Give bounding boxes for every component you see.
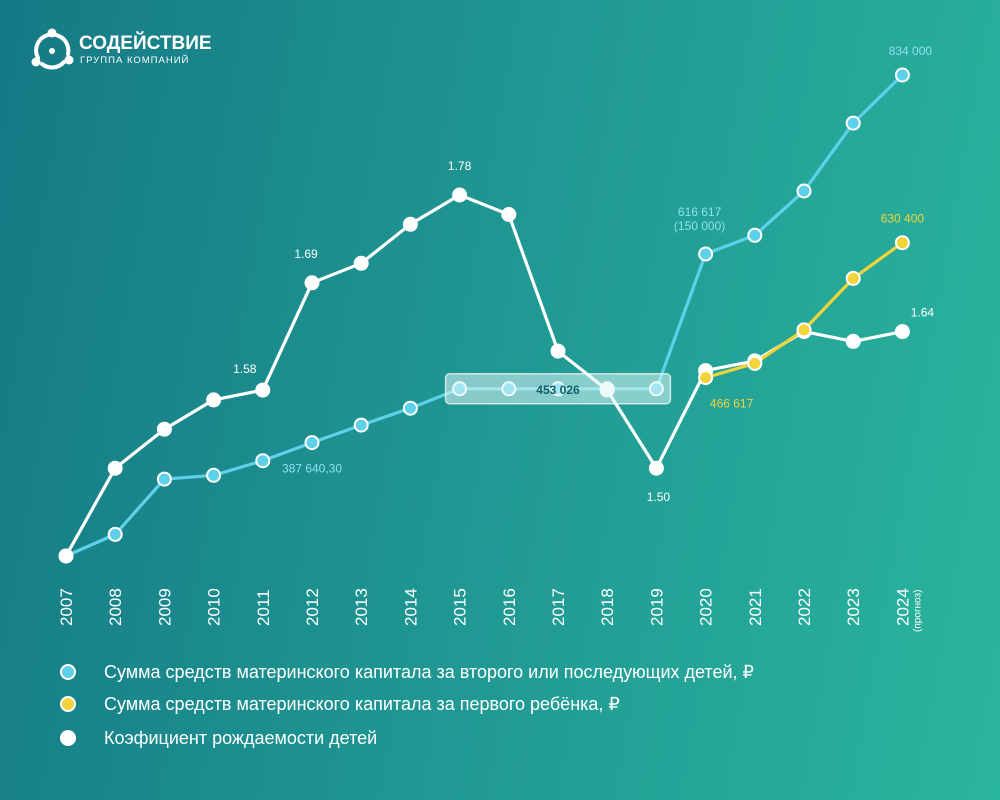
point-second-child-2022 <box>796 183 812 199</box>
point-birth-rate-2011 <box>255 382 271 398</box>
data-label-second-child-2012: 387 640,30 <box>282 462 342 476</box>
x-axis: 2007 2008 2009 2010 2011 2012 2013 2014 2015 2016… <box>57 588 923 632</box>
point-second-child-2011 <box>255 453 271 469</box>
series-points <box>58 67 910 564</box>
x-tick-2021: 2021 <box>746 588 765 626</box>
data-label-second-child-2024: 834 000 <box>889 44 933 58</box>
x-tick-2018: 2018 <box>598 588 617 626</box>
point-second-child-2008 <box>107 526 123 542</box>
legend-label-second-child: Сумма средств материнского капитала за в… <box>104 662 754 682</box>
series-lines <box>64 73 904 558</box>
data-label-birth-rate-2024: 1.64 <box>911 306 935 320</box>
point-birth-rate-2019 <box>648 460 664 476</box>
point-birth-rate-2015 <box>452 187 468 203</box>
brand-logo: СОДЕЙСТВИЕ ГРУППА КОМПАНИЙ <box>31 28 212 70</box>
point-birth-rate-2017 <box>550 343 566 359</box>
legend-label-first-child: Сумма средств материнского капитала за п… <box>104 694 620 714</box>
point-birth-rate-2010 <box>206 392 222 408</box>
x-tick-note-2024: (прогноз) <box>912 590 923 632</box>
point-birth-rate-2024 <box>894 324 910 340</box>
x-tick-2019: 2019 <box>647 588 666 626</box>
data-label-birth-rate-2015: 1.78 <box>448 159 472 173</box>
point-second-child-2009 <box>156 471 172 487</box>
data-label-second-child-2020: 616 617 <box>678 205 722 219</box>
brand-tagline: ГРУППА КОМПАНИЙ <box>80 54 189 66</box>
data-label-birth-rate-2012: 1.69 <box>294 247 318 261</box>
point-birth-rate-2012 <box>304 275 320 291</box>
legend-item-second-child: Сумма средств материнского капитала за в… <box>60 662 754 682</box>
x-tick-2011: 2011 <box>254 589 273 626</box>
data-label-first-child-2020: 466 617 <box>710 397 754 411</box>
point-birth-rate-2007 <box>58 548 74 564</box>
x-tick-2010: 2010 <box>205 588 224 626</box>
point-second-child-2013 <box>353 417 369 433</box>
point-birth-rate-2008 <box>107 460 123 476</box>
data-labels: 387 640,30 453 026 616 617(150 000) 834 000… <box>233 44 934 504</box>
legend-marker-first-child <box>60 696 76 712</box>
series-line-second-child <box>64 73 904 558</box>
legend-marker-birth-rate <box>60 730 76 746</box>
legend: Сумма средств материнского капитала за в… <box>60 662 754 748</box>
x-tick-2024: 2024 <box>893 588 912 626</box>
legend-label-birth-rate: Коэфициент рождаемости детей <box>104 728 377 748</box>
point-second-child-2021 <box>747 227 763 243</box>
x-tick-2022: 2022 <box>795 588 814 626</box>
x-tick-2007: 2007 <box>57 588 76 626</box>
point-second-child-2012 <box>304 435 320 451</box>
point-second-child-2014 <box>402 400 418 416</box>
point-first-child-2020 <box>698 370 714 386</box>
x-tick-2023: 2023 <box>844 588 863 626</box>
point-birth-rate-2023 <box>845 333 861 349</box>
point-birth-rate-2016 <box>501 207 517 222</box>
point-first-child-2021 <box>747 355 763 371</box>
data-label-second-child-2020-secondary: (150 000) <box>674 219 725 233</box>
point-first-child-2024 <box>894 235 910 251</box>
x-tick-2008: 2008 <box>106 588 125 626</box>
x-tick-2012: 2012 <box>303 588 322 626</box>
legend-marker-second-child <box>60 664 76 680</box>
data-label-birth-rate-2011: 1.58 <box>233 362 257 376</box>
point-birth-rate-2013 <box>353 255 369 271</box>
logo-icon <box>31 28 74 70</box>
point-second-child-2024 <box>894 67 910 83</box>
x-tick-2016: 2016 <box>500 588 519 626</box>
point-first-child-2023 <box>845 270 861 286</box>
data-label-birth-rate-2019: 1.50 <box>647 490 671 504</box>
point-birth-rate-2009 <box>156 421 172 437</box>
point-birth-rate-2014 <box>402 216 418 232</box>
series-line-first-child <box>704 241 904 380</box>
data-label-second-child-2017: 453 026 <box>536 383 580 397</box>
x-tick-2015: 2015 <box>451 588 470 626</box>
point-second-child-2023 <box>845 115 861 131</box>
x-tick-2017: 2017 <box>549 588 568 626</box>
point-first-child-2022 <box>796 322 812 338</box>
legend-item-birth-rate: Коэфициент рождаемости детей <box>60 728 377 748</box>
x-tick-2013: 2013 <box>352 588 371 626</box>
x-tick-2014: 2014 <box>401 588 420 626</box>
legend-item-first-child: Сумма средств материнского капитала за п… <box>60 694 620 714</box>
point-second-child-2010 <box>206 467 222 483</box>
x-tick-2020: 2020 <box>697 588 716 626</box>
data-label-first-child-2024: 630 400 <box>881 212 925 226</box>
plateau-highlight-box <box>444 373 672 405</box>
brand-name: СОДЕЙСТВИЕ <box>79 32 212 54</box>
x-tick-2009: 2009 <box>155 588 174 626</box>
point-second-child-2020 <box>698 246 714 262</box>
